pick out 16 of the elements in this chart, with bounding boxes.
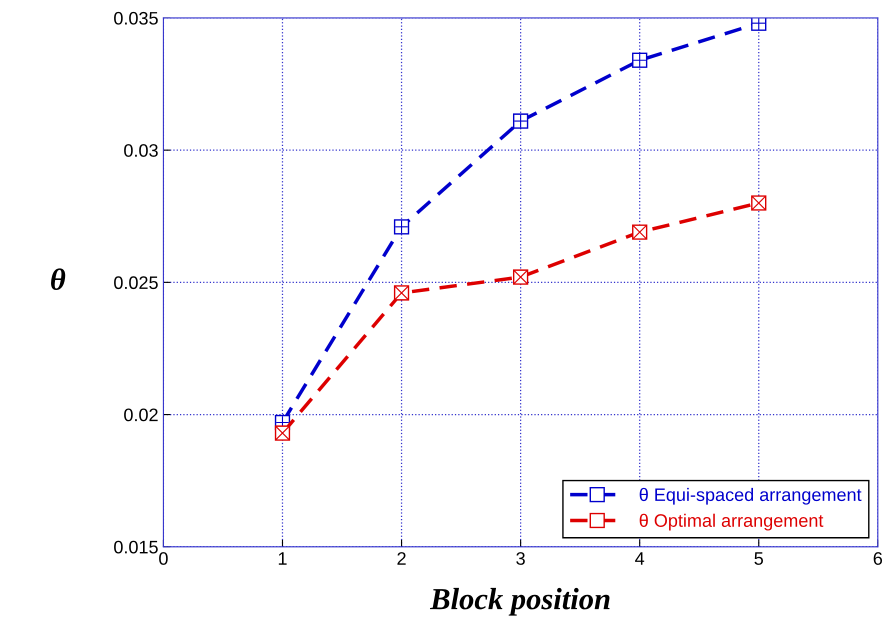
x-tick-label: 4	[635, 552, 644, 565]
x-tick-label: 0	[159, 552, 168, 565]
y-tick-label: 0.015	[114, 540, 158, 554]
y-tick-label: 0.02	[124, 408, 158, 422]
y-tick-label: 0.025	[114, 276, 158, 290]
y-axis-title: θ	[51, 268, 66, 290]
x-tick-label: 3	[516, 552, 525, 565]
x-tick-label: 6	[874, 552, 882, 565]
x-axis-title: Block position	[430, 588, 610, 616]
x-tick-label: 1	[278, 552, 287, 565]
y-tick-label: 0.03	[124, 144, 158, 157]
legend-label: θ Optimal arrangement	[640, 514, 824, 531]
x-tick-label: 5	[754, 552, 764, 565]
x-tick-label: 2	[397, 552, 406, 565]
legend-label: θ Equi-spaced arrangement	[640, 488, 862, 505]
y-tick-label: 0.035	[114, 12, 158, 25]
